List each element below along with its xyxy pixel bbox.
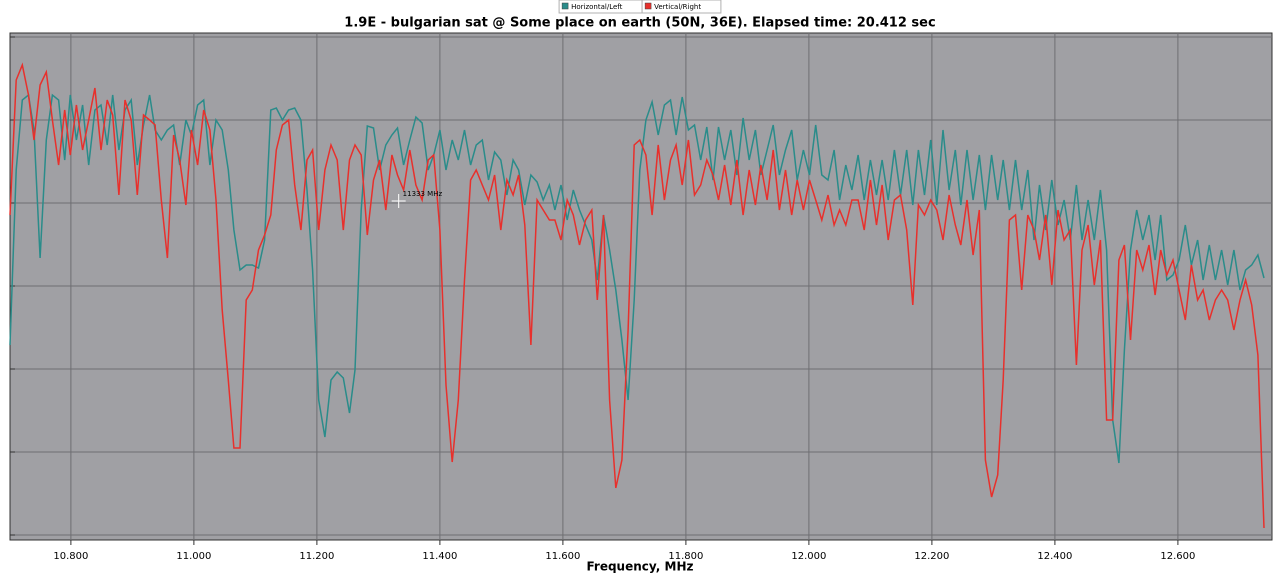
x-axis-title: Frequency, MHz xyxy=(586,560,693,574)
x-tick-label: 12.200 xyxy=(914,551,949,562)
annotation: 11333 MHz xyxy=(403,190,443,198)
x-tick-label: 12.400 xyxy=(1037,551,1072,562)
legend: Horizontal/Left Vertical/Right xyxy=(558,0,722,14)
x-tick-label: 11.800 xyxy=(668,551,703,562)
x-tick-label: 11.400 xyxy=(422,551,457,562)
x-tick-label: 10.800 xyxy=(53,551,88,562)
chart-title: 1.9E - bulgarian sat @ Some place on ear… xyxy=(344,16,935,31)
legend-box xyxy=(641,0,722,14)
x-tick-label: 11.600 xyxy=(545,551,580,562)
x-tick-label: 12.000 xyxy=(791,551,826,562)
x-tick-label: 11.000 xyxy=(176,551,211,562)
legend-label: Horizontal/Left xyxy=(571,3,623,11)
legend-swatch xyxy=(644,2,652,10)
x-tick-label: 11.200 xyxy=(299,551,334,562)
legend-label: Vertical/Right xyxy=(654,3,701,11)
x-tick-label: 12.600 xyxy=(1160,551,1195,562)
legend-swatch xyxy=(561,2,569,10)
series-line xyxy=(9,62,1265,529)
series-line xyxy=(9,93,1265,464)
